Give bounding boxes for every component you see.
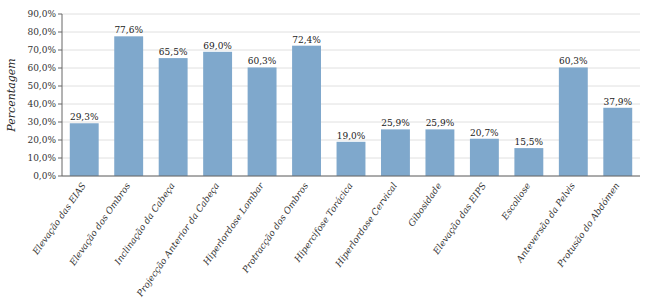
data-label: 20,7% [470, 128, 499, 138]
y-axis-line [62, 14, 63, 176]
data-label: 19,0% [337, 131, 366, 141]
grid [62, 14, 640, 176]
bar [203, 52, 232, 176]
y-tick [58, 14, 62, 15]
bar [114, 36, 143, 176]
bar [381, 129, 410, 176]
x-tick-label: Escoliose [499, 181, 532, 223]
y-tick [58, 68, 62, 69]
y-tick-label: 20,0% [27, 135, 56, 145]
y-tick-label: 70,0% [27, 45, 56, 55]
bar [337, 142, 366, 176]
y-tick [58, 50, 62, 51]
y-tick [58, 140, 62, 141]
data-label: 72,4% [292, 35, 321, 45]
y-tick [58, 86, 62, 87]
bar [70, 123, 99, 176]
bars [70, 36, 632, 176]
y-tick-label: 10,0% [27, 153, 56, 163]
y-tick [58, 176, 62, 177]
data-label: 65,5% [159, 47, 188, 57]
y-tick [58, 158, 62, 159]
y-tick-label: 30,0% [27, 117, 56, 127]
grid-line [62, 104, 640, 105]
bar [159, 58, 188, 176]
x-tick-label: Projecção Anterior da Cabeça [134, 181, 221, 299]
grid-line [62, 176, 640, 177]
bar [292, 46, 321, 176]
bar [470, 139, 499, 176]
y-tick-label: 60,0% [27, 63, 56, 73]
data-label: 29,3% [70, 112, 99, 122]
x-axis: Elevação das EIASElevação dos OmbrosIncl… [30, 180, 621, 299]
grid-line [62, 86, 640, 87]
data-label: 69,0% [203, 41, 232, 51]
y-tick [58, 104, 62, 105]
y-tick-label: 50,0% [27, 81, 56, 91]
y-tick-label: 0,0% [33, 171, 56, 181]
y-axis: 0,0% 10,0% 20,0% 30,0% 40,0% 50,0% 60,0% 70,0% 8… [27, 9, 62, 181]
data-label: 37,9% [603, 97, 632, 107]
y-tick [58, 122, 62, 123]
bar [248, 67, 277, 176]
chart: 0,0% 10,0% 20,0% 30,0% 40,0% 50,0% 60,0% 70,0% 8… [0, 0, 650, 304]
y-tick-label: 90,0% [27, 9, 56, 19]
grid-line [62, 68, 640, 69]
data-labels: 29,3% 77,6% 65,5% 69,0% 60,3% 72,4% 19,0% 25,9%… [70, 25, 633, 147]
x-axis-line [62, 176, 640, 177]
x-tick-label: Gibosidade [406, 181, 443, 228]
x-tick-label: Hiperlordose Cervical [333, 181, 399, 270]
chart-container: 0,0% 10,0% 20,0% 30,0% 40,0% 50,0% 60,0% 70,0% 8… [0, 0, 650, 304]
y-tick [58, 32, 62, 33]
y-tick-label: 80,0% [27, 27, 56, 37]
bar [603, 108, 632, 176]
grid-line [62, 14, 640, 15]
bar [559, 67, 588, 176]
data-label: 25,9% [381, 118, 410, 128]
bar [425, 129, 454, 176]
x-tick-label: Protusão do Abdómen [555, 181, 622, 270]
data-label: 60,3% [559, 56, 588, 66]
x-tick-label: Elevação das EIPS [431, 181, 488, 257]
grid-line [62, 32, 640, 33]
y-tick-label: 40,0% [27, 99, 56, 109]
bar [514, 148, 543, 176]
grid-line [62, 50, 640, 51]
data-label: 25,9% [426, 118, 455, 128]
data-label: 15,5% [515, 137, 544, 147]
y-axis-label: Percentagem [5, 58, 18, 132]
grid-line [62, 122, 640, 123]
data-label: 60,3% [248, 56, 277, 66]
data-label: 77,6% [114, 25, 143, 35]
